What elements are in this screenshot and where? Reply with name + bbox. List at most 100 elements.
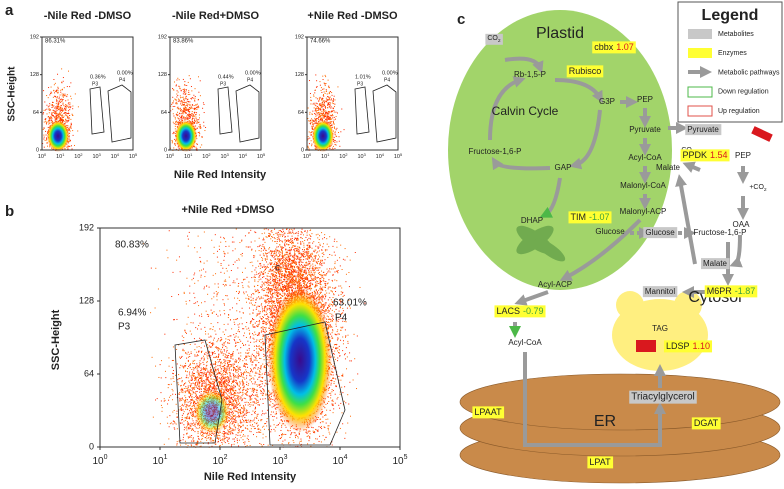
event-dot <box>269 396 271 398</box>
event-dot <box>304 281 306 283</box>
event-dot <box>45 130 47 132</box>
event-dot <box>263 321 265 323</box>
event-dot <box>326 119 328 121</box>
event-dot <box>58 106 60 108</box>
event-dot <box>188 106 190 108</box>
event-dot <box>193 108 195 110</box>
event-dot <box>275 306 277 308</box>
event-dot <box>64 107 66 109</box>
event-dot <box>318 108 320 110</box>
event-dot <box>324 114 326 116</box>
event-dot <box>326 107 328 109</box>
event-dot <box>259 316 261 318</box>
event-dot <box>266 358 268 360</box>
event-dot <box>286 293 288 295</box>
event-dot <box>308 148 310 150</box>
x-tick-label-base: 10 <box>321 154 327 160</box>
event-dot <box>55 118 57 120</box>
event-dot <box>180 109 182 111</box>
event-dot <box>184 109 186 111</box>
event-dot <box>335 348 337 350</box>
event-dot <box>257 314 259 316</box>
event-dot <box>48 119 50 121</box>
x-tick-label: 104 <box>376 153 385 160</box>
event-dot <box>340 285 342 287</box>
event-dot <box>325 110 327 112</box>
event-dot <box>328 102 330 104</box>
event-dot <box>319 292 321 294</box>
event-dot <box>194 111 196 113</box>
event-dot <box>328 113 330 115</box>
event-dot <box>328 87 330 89</box>
event-dot <box>309 275 311 277</box>
event-dot <box>334 261 336 263</box>
event-dot <box>173 89 175 91</box>
event-dot <box>260 429 262 431</box>
event-dot <box>316 118 318 120</box>
event-dot <box>183 90 185 92</box>
event-dot <box>322 100 324 102</box>
event-dot <box>322 256 324 258</box>
event-dot <box>329 286 331 288</box>
event-dot <box>313 443 315 445</box>
event-dot <box>307 248 309 250</box>
event-dot <box>263 228 265 230</box>
event-dot <box>55 111 57 113</box>
event-dot <box>321 411 323 413</box>
event-dot <box>315 119 317 121</box>
event-dot <box>322 111 324 113</box>
event-dot <box>193 112 195 114</box>
event-dot <box>317 299 319 301</box>
event-dot <box>287 289 289 291</box>
event-dot <box>326 111 328 113</box>
event-dot <box>255 250 257 252</box>
event-dot <box>329 118 331 120</box>
event-dot <box>193 108 195 110</box>
event-dot <box>181 116 183 118</box>
event-dot <box>173 81 175 83</box>
event-dot <box>185 91 187 93</box>
event-dot <box>331 147 333 149</box>
y-tick-label: 128 <box>30 72 39 78</box>
event-dot <box>192 105 194 107</box>
event-dot <box>287 249 289 251</box>
event-dot <box>326 116 328 118</box>
event-dot <box>43 136 45 138</box>
event-dot <box>177 114 179 116</box>
event-dot <box>241 381 243 383</box>
event-dot <box>336 270 338 272</box>
event-dot <box>57 91 59 93</box>
event-dot <box>323 115 325 117</box>
event-dot <box>321 99 323 101</box>
event-dot <box>272 444 274 446</box>
event-dot <box>56 115 58 117</box>
event-dot <box>319 277 321 279</box>
event-dot <box>45 118 47 120</box>
event-dot <box>318 239 320 241</box>
event-dot <box>187 93 189 95</box>
event-dot <box>61 95 63 97</box>
event-dot <box>325 83 327 85</box>
event-dot <box>42 143 44 145</box>
event-dot <box>310 276 312 278</box>
event-dot <box>323 105 325 107</box>
event-dot <box>294 245 296 247</box>
event-dot <box>197 121 199 123</box>
x-tick-label: 103 <box>357 153 365 160</box>
event-dot <box>57 109 59 111</box>
event-dot <box>333 356 335 358</box>
event-dot <box>50 104 52 106</box>
event-dot <box>338 140 340 142</box>
event-dot <box>320 427 322 429</box>
event-dot <box>63 112 65 114</box>
event-dot <box>327 96 329 98</box>
event-dot <box>316 120 318 122</box>
event-dot <box>318 296 320 298</box>
event-dot <box>49 117 51 119</box>
event-dot <box>261 289 263 291</box>
event-dot <box>188 117 190 119</box>
event-dot <box>51 119 53 121</box>
event-dot <box>203 121 205 123</box>
event-dot <box>60 101 62 103</box>
